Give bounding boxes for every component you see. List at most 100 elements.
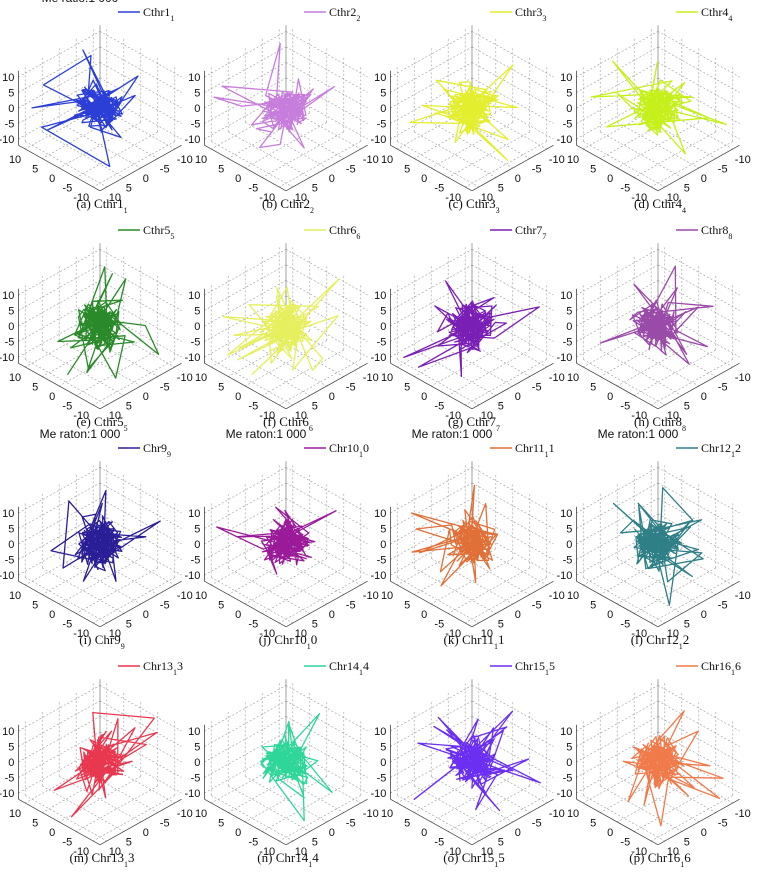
ratio-note: Me raton:1 000: [40, 427, 121, 441]
z-tick-label: -5: [5, 555, 15, 567]
grid-line: [617, 558, 699, 605]
trajectory: [410, 484, 499, 587]
grid-line: [471, 685, 554, 732]
grid-line: [617, 340, 699, 387]
x-tick-label: 5: [32, 382, 38, 394]
legend-label-sub: 1: [731, 450, 735, 459]
grid-line: [245, 122, 327, 169]
z-tick-label: -5: [377, 337, 387, 349]
grid-line: [18, 685, 101, 732]
y-tick-label: -5: [346, 818, 356, 830]
y-tick-label: 0: [701, 173, 707, 185]
grid-line: [448, 112, 530, 159]
z-tick-label: -10: [556, 134, 572, 146]
grid-line: [285, 93, 368, 140]
legend-label-sub: 4: [728, 14, 732, 23]
ratio-note: Me raton:1 000: [412, 427, 493, 441]
z-tick-label: -10: [370, 134, 386, 146]
grid-line: [211, 577, 293, 624]
z-tick-label: 5: [566, 742, 572, 754]
z-tick-label: 0: [566, 757, 572, 769]
grid-line: [465, 795, 547, 842]
x-tick-label: -5: [434, 401, 444, 413]
z-tick-label: 0: [380, 321, 386, 333]
grid-line: [397, 141, 479, 188]
z-tick-label: 5: [380, 88, 386, 100]
legend-label: Chr1616: [701, 659, 741, 677]
x-tick-label: -5: [434, 183, 444, 195]
grid-line: [657, 295, 740, 342]
caption-tail: 2: [683, 632, 690, 647]
grid-line: [204, 31, 287, 78]
y-tick-label: -10: [363, 372, 379, 384]
grid-line: [59, 340, 141, 387]
grid-line: [42, 548, 124, 595]
grid-line: [59, 340, 141, 387]
grid-line: [471, 93, 554, 140]
x-tick-label: 10: [195, 372, 207, 384]
y-tick-label: -10: [735, 590, 751, 602]
legend-label: Chr1414: [329, 659, 369, 677]
trajectory: [213, 42, 336, 149]
grid-line: [245, 776, 327, 823]
y-tick-label: -10: [177, 154, 193, 166]
grid-line: [99, 685, 182, 732]
y-tick-label: -10: [735, 154, 751, 166]
legend-label-main: Chr11: [515, 441, 545, 455]
grid-line: [448, 330, 530, 377]
grid-line: [414, 330, 496, 377]
grid-line: [211, 141, 293, 188]
grid-line: [657, 529, 740, 576]
x-tick-label: 5: [32, 600, 38, 612]
y-tick-label: -10: [735, 808, 751, 820]
legend-label: Cthr77: [515, 223, 546, 241]
grid-line: [25, 359, 107, 406]
x-tick-label: -10: [259, 846, 275, 858]
x-tick-label: 5: [590, 164, 596, 176]
grid-line: [76, 112, 158, 159]
x-tick-label: -5: [620, 619, 630, 631]
x-tick-label: 0: [49, 827, 55, 839]
grid-line: [465, 321, 547, 368]
z-tick-label: 0: [194, 757, 200, 769]
y-tick-label: -5: [346, 600, 356, 612]
caption-sub: 7: [496, 424, 500, 433]
grid-line: [262, 112, 344, 159]
z-tick-label: 10: [374, 508, 386, 520]
z-tick-label: -5: [563, 555, 573, 567]
grid-line: [651, 359, 733, 406]
grid-line: [431, 340, 513, 387]
grid-line: [285, 46, 368, 93]
caption-sub: 1: [679, 642, 683, 651]
grid-line: [228, 131, 310, 178]
grid-line: [390, 62, 473, 109]
grid-line: [471, 700, 554, 747]
z-tick-label: -5: [563, 337, 573, 349]
caption-sub: 5: [124, 424, 128, 433]
z-tick-label: 0: [194, 103, 200, 115]
grid-line: [471, 46, 554, 93]
grid-line: [471, 716, 554, 763]
y-tick-label: 0: [329, 609, 335, 621]
z-tick-label: 10: [188, 726, 200, 738]
x-tick-label: 10: [567, 154, 579, 166]
grid-line: [651, 757, 733, 804]
grid-line: [18, 731, 101, 778]
legend-label-sub: 1: [170, 14, 174, 23]
grid-line: [397, 577, 479, 624]
legend-label-sub: 1: [545, 450, 549, 459]
grid-line: [657, 264, 740, 311]
grid-line: [285, 685, 368, 732]
caption: (p) Chr1616: [629, 850, 691, 869]
z-tick-label: 10: [560, 72, 572, 84]
y-tick-label: -5: [532, 382, 542, 394]
y-tick-label: -5: [718, 382, 728, 394]
x-tick-label: 0: [421, 173, 427, 185]
grid-line: [414, 567, 496, 614]
grid-line: [576, 77, 659, 124]
x-tick-label: 10: [195, 808, 207, 820]
z-tick-label: -5: [5, 337, 15, 349]
grid-line: [431, 340, 513, 387]
axis-line: [99, 580, 182, 628]
x-tick-label: -5: [62, 619, 72, 631]
